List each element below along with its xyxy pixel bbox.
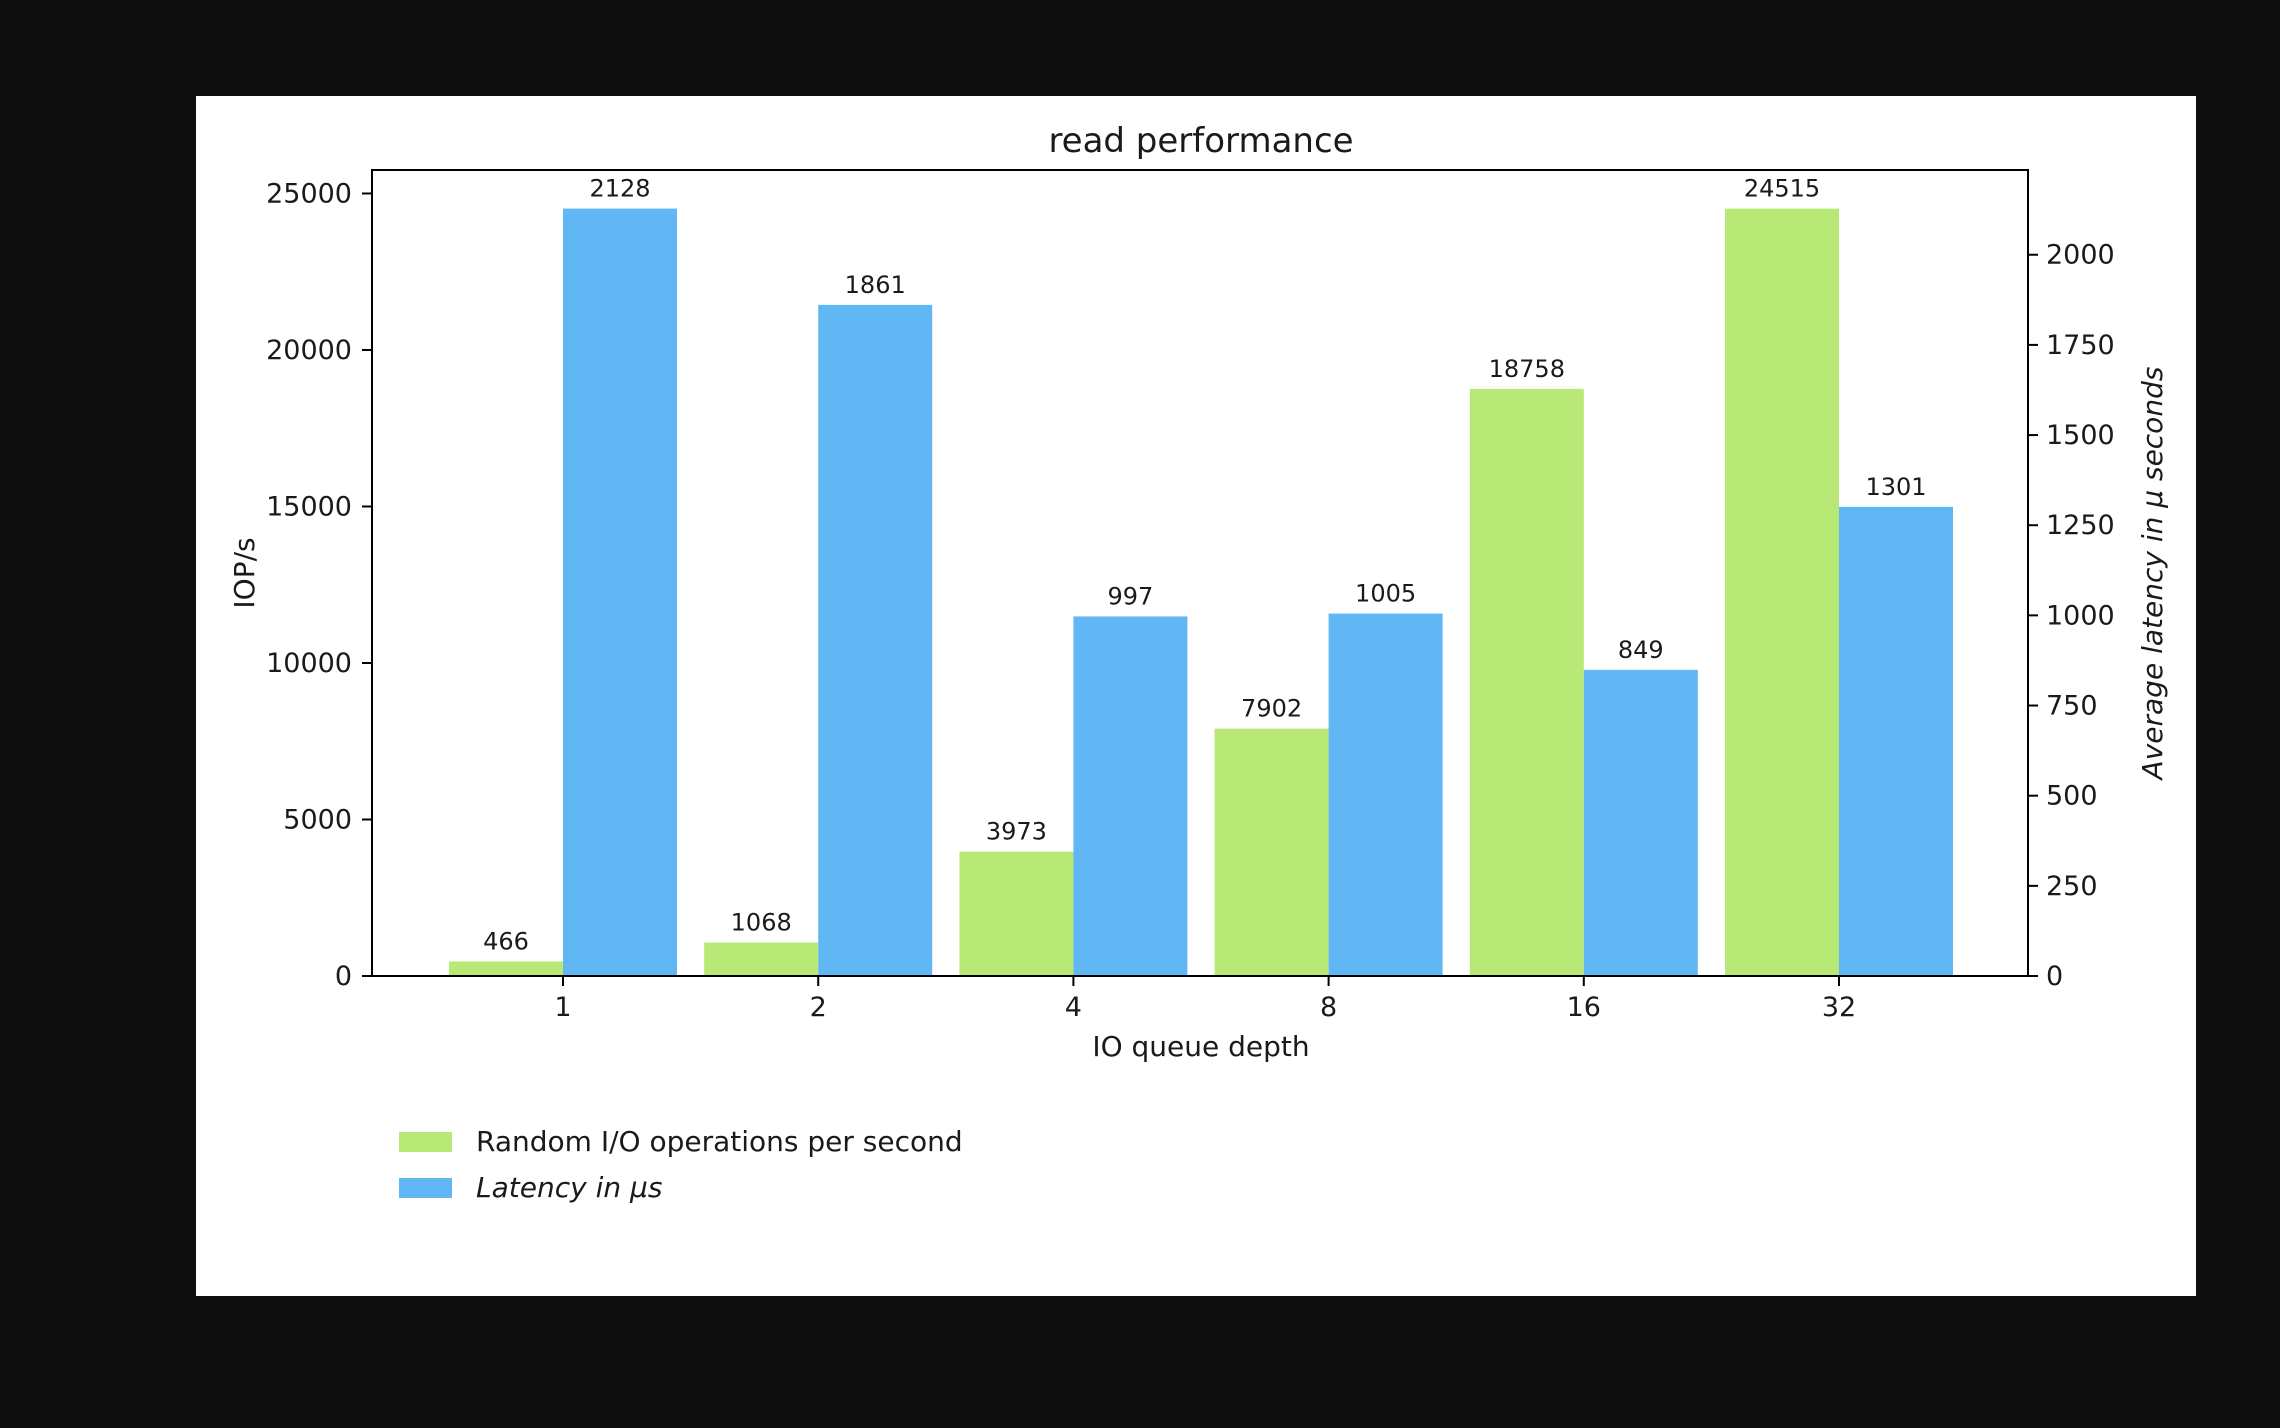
bar-iops [1469, 388, 1584, 976]
data-label-iops: 7902 [1241, 695, 1302, 723]
data-label-latency: 2128 [589, 175, 650, 203]
bar-latency [563, 208, 677, 976]
left-y-tick-label: 0 [335, 961, 352, 992]
right-y-tick-label: 1250 [2046, 510, 2115, 541]
legend: Random I/O operations per second Latency… [399, 1125, 963, 1204]
left-y-tick-label: 10000 [266, 648, 352, 679]
y-axis-label-right: Average latency in μ seconds [2136, 367, 2169, 782]
bar-latency [1583, 669, 1698, 976]
x-tick-label: 32 [1822, 992, 1856, 1023]
data-label-iops: 18758 [1489, 355, 1565, 383]
data-label-latency: 1301 [1865, 473, 1926, 501]
bar-latency [1839, 506, 1953, 976]
bar-value-labels: 466 1068 3973 7902 18758 24515 2128 1861 997 1005… [483, 175, 1926, 956]
data-label-latency: 1005 [1355, 580, 1416, 608]
x-tick-label: 8 [1320, 992, 1337, 1023]
data-label-latency: 849 [1618, 636, 1664, 664]
right-y-axis: 0 250 500 750 1000 1250 1500 1750 2000 [2028, 240, 2115, 992]
right-y-tick-label: 250 [2046, 871, 2098, 902]
legend-label-iops: Random I/O operations per second [476, 1125, 963, 1158]
x-axis-label: IO queue depth [1092, 1030, 1309, 1063]
bar-latency [818, 304, 933, 976]
right-y-tick-label: 2000 [2046, 240, 2115, 271]
bar-iops [704, 942, 819, 976]
bars-layer [449, 208, 1953, 976]
right-y-tick-label: 500 [2046, 781, 2098, 812]
chart-panel: read performance 466 1068 3973 7902 18758 245… [196, 96, 2196, 1296]
chart-svg: read performance 46610683973790218758245… [228, 121, 2169, 1204]
x-tick-label: 2 [810, 992, 827, 1023]
data-label-iops: 1068 [731, 909, 792, 937]
legend-swatch-iops [399, 1132, 452, 1152]
left-y-tick-label: 25000 [266, 178, 352, 209]
right-y-tick-label: 1000 [2046, 600, 2115, 631]
y-axis-label-left: IOP/s [228, 537, 261, 608]
left-y-axis: 0 5000 10000 15000 20000 25000 [266, 178, 372, 992]
data-label-iops: 3973 [986, 818, 1047, 846]
data-label-latency: 997 [1107, 582, 1153, 610]
left-y-tick-label: 5000 [283, 804, 352, 835]
legend-label-latency: Latency in μs [476, 1171, 662, 1204]
right-y-tick-label: 750 [2046, 691, 2098, 722]
left-y-tick-label: 20000 [266, 335, 352, 366]
legend-swatch-latency [399, 1178, 452, 1198]
plot-frame [371, 169, 2029, 977]
data-label-latency: 1861 [845, 271, 906, 299]
chart-title: read performance [1048, 121, 1353, 161]
right-y-tick-label: 1750 [2046, 330, 2115, 361]
bar-latency [1073, 616, 1188, 976]
x-tick-label: 1 [554, 992, 571, 1023]
left-y-tick-label: 15000 [266, 491, 352, 522]
bar-iops [1214, 728, 1329, 976]
x-axis: 1 2 4 8 16 32 [554, 976, 1856, 1023]
bar-iops [959, 851, 1074, 976]
x-tick-label: 16 [1567, 992, 1601, 1023]
bar-iops [1725, 208, 1839, 976]
data-label-iops: 466 [483, 927, 529, 955]
bar-latency [1328, 613, 1443, 976]
data-label-iops: 24515 [1744, 175, 1820, 203]
x-tick-label: 4 [1065, 992, 1082, 1023]
right-y-tick-label: 0 [2046, 961, 2063, 992]
bar-iops [449, 961, 563, 976]
right-y-tick-label: 1500 [2046, 420, 2115, 451]
